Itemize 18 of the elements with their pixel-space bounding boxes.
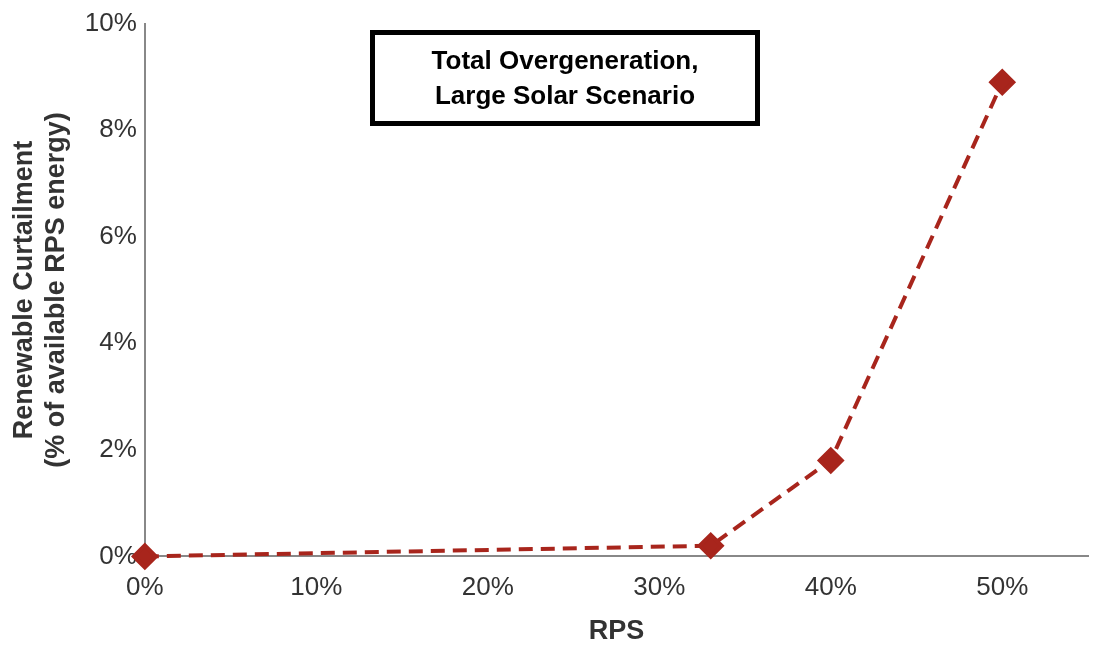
y-tick-label: 6%: [99, 219, 137, 250]
y-tick-label: 10%: [84, 6, 137, 37]
x-tick-label: 0%: [126, 571, 164, 602]
x-tick-label: 50%: [976, 571, 1029, 602]
y-tick-label: 8%: [99, 113, 137, 144]
point: [697, 532, 724, 559]
x-tick-label: 40%: [804, 571, 857, 602]
y-tick-label: 0%: [99, 539, 137, 570]
y-tick-label: 2%: [99, 433, 137, 464]
x-tick-label: 20%: [461, 571, 514, 602]
x-tick-label: 30%: [633, 571, 686, 602]
y-tick-label: 4%: [99, 326, 137, 357]
x-axis-title: RPS: [588, 615, 645, 646]
x-tick-label: 10%: [290, 571, 343, 602]
point: [817, 447, 844, 474]
y-axis-title: Renewable Curtailment (% of available RPS energy): [7, 112, 71, 468]
text-box: Total Overgeneration, Large Solar Scenario: [370, 30, 760, 127]
point: [989, 69, 1016, 96]
